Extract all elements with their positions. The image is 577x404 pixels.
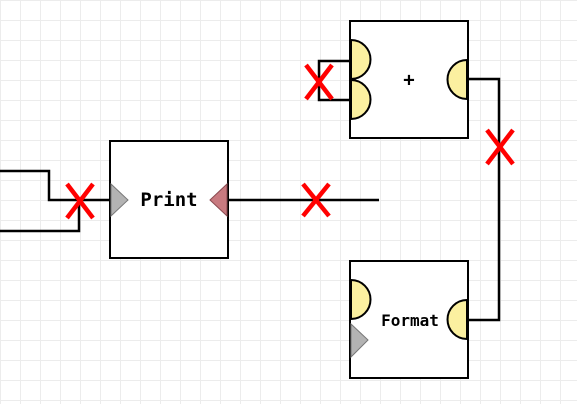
format-output-port[interactable] (446, 298, 468, 341)
wire-add-input-loop[interactable] (317, 59, 350, 102)
add-input-port-a[interactable] (350, 38, 372, 81)
format-node-label: Format (381, 311, 439, 330)
wire-add-to-format[interactable] (469, 77, 501, 322)
add-node-label: + (403, 69, 414, 91)
format-node[interactable]: Format (349, 260, 469, 379)
print-exec-out-port[interactable] (209, 182, 228, 218)
print-node[interactable]: Print (109, 140, 229, 259)
red-x-icon[interactable] (304, 63, 334, 101)
add-output-port[interactable] (446, 58, 468, 101)
format-input-port[interactable] (350, 278, 372, 321)
print-exec-in-port[interactable] (110, 182, 129, 218)
red-x-icon[interactable] (485, 128, 515, 166)
add-input-port-b[interactable] (350, 78, 372, 121)
add-node[interactable]: + (349, 20, 469, 139)
format-exec-in-port[interactable] (350, 322, 369, 359)
print-node-label: Print (140, 189, 197, 211)
wire-left-bracket[interactable] (0, 169, 111, 233)
red-x-icon[interactable] (65, 182, 95, 220)
red-x-icon[interactable] (301, 182, 331, 218)
